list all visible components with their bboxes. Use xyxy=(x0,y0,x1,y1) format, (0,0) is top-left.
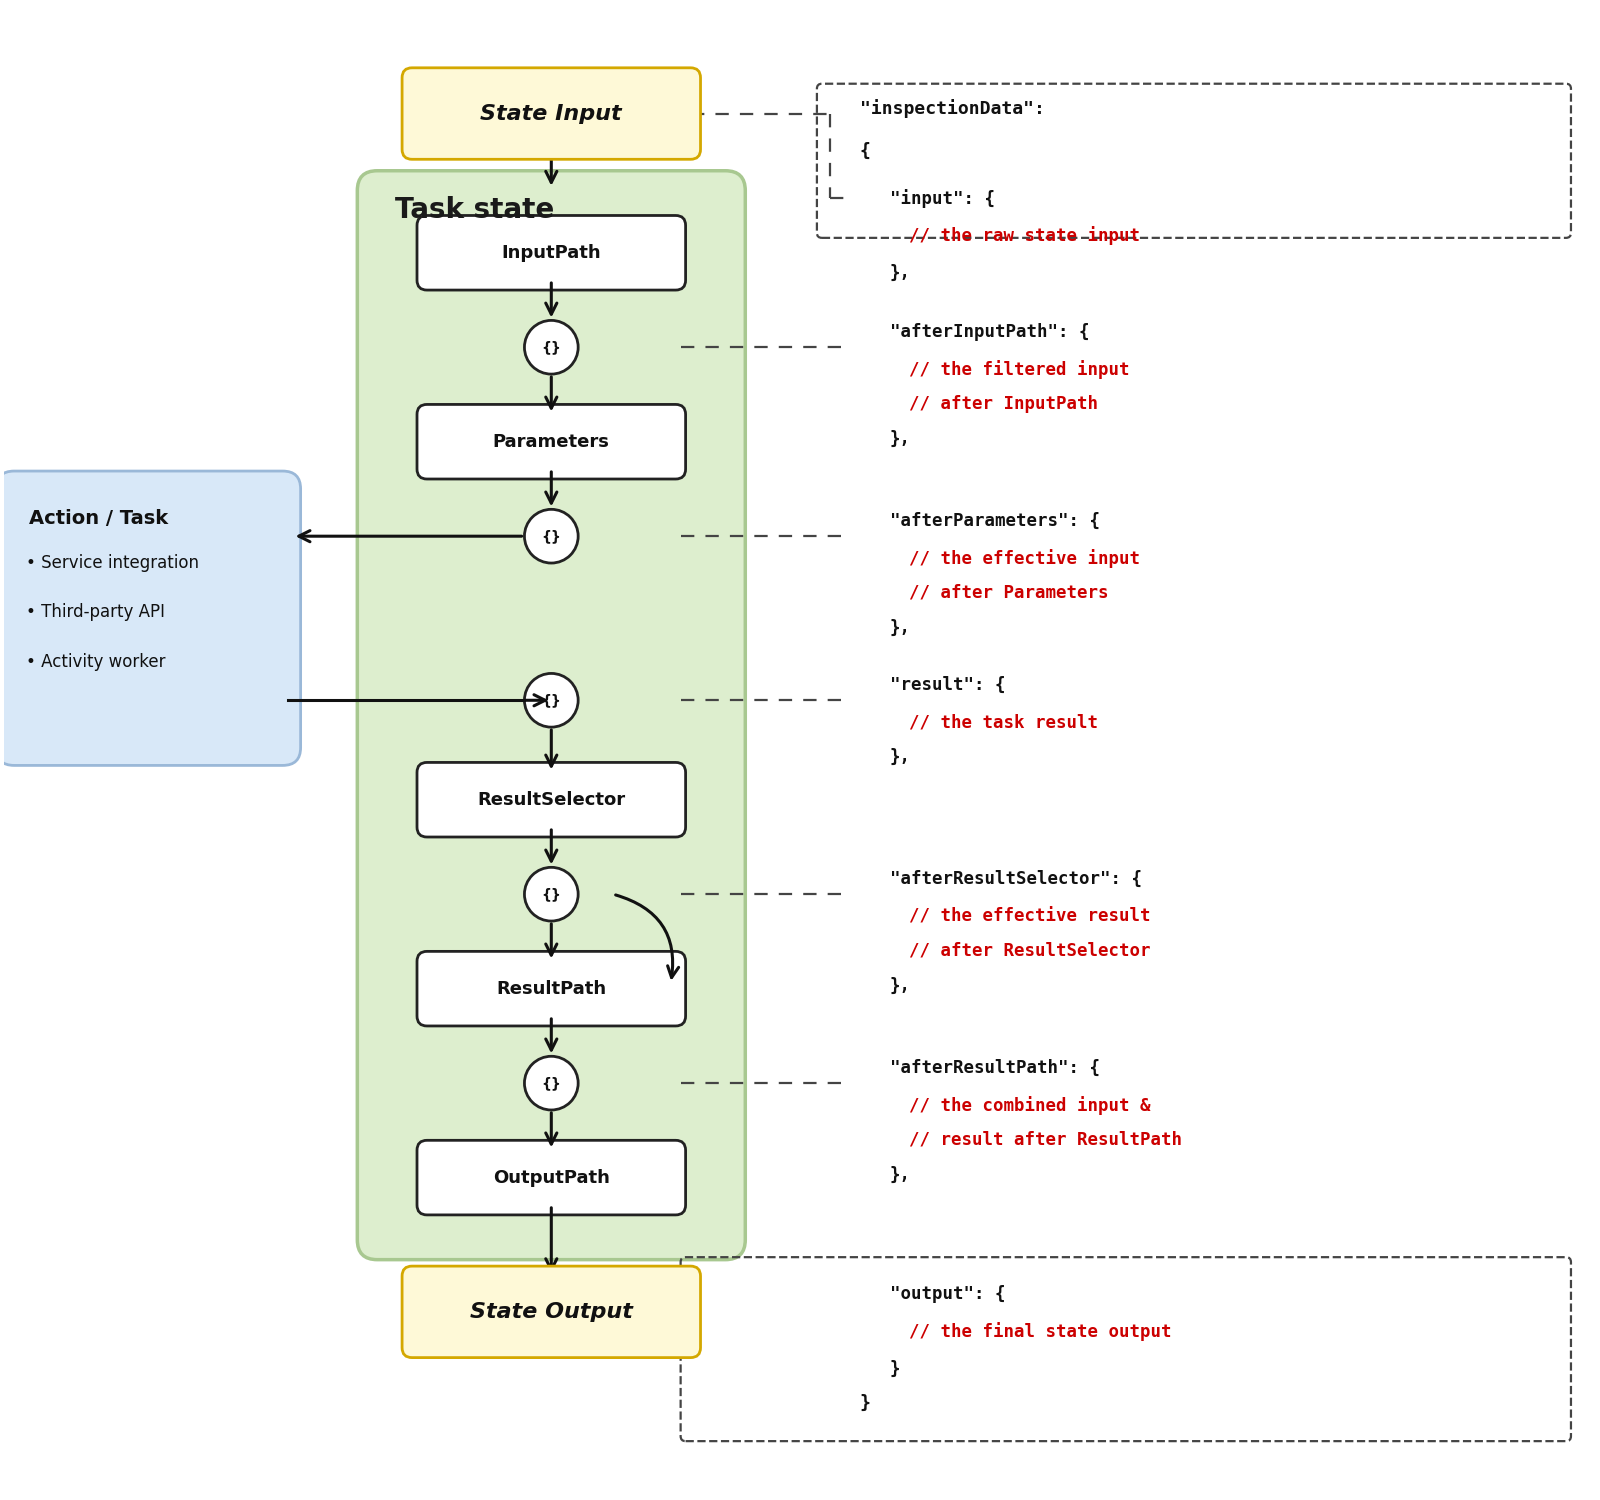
Text: "afterResultSelector": {: "afterResultSelector": { xyxy=(890,870,1141,888)
Text: "output": {: "output": { xyxy=(890,1286,1005,1304)
Text: },: }, xyxy=(890,976,910,994)
Circle shape xyxy=(525,867,578,921)
FancyBboxPatch shape xyxy=(418,762,685,837)
Text: }: } xyxy=(890,1359,901,1377)
Text: {}: {} xyxy=(541,1076,562,1090)
FancyBboxPatch shape xyxy=(402,1266,701,1358)
Text: "afterInputPath": {: "afterInputPath": { xyxy=(890,324,1090,342)
Text: Parameters: Parameters xyxy=(493,432,610,450)
FancyBboxPatch shape xyxy=(357,171,746,1260)
Text: // the effective input: // the effective input xyxy=(909,549,1141,567)
Text: {}: {} xyxy=(541,340,562,354)
Text: // the effective result: // the effective result xyxy=(909,908,1150,926)
Text: "afterResultPath": {: "afterResultPath": { xyxy=(890,1059,1099,1077)
Text: "input": {: "input": { xyxy=(890,189,995,207)
Text: // after ResultSelector: // after ResultSelector xyxy=(909,942,1150,960)
Text: },: }, xyxy=(890,1166,910,1184)
FancyBboxPatch shape xyxy=(0,471,301,765)
Text: Task state: Task state xyxy=(395,195,554,223)
FancyBboxPatch shape xyxy=(418,405,685,478)
Text: // the filtered input: // the filtered input xyxy=(909,360,1130,378)
Text: State Output: State Output xyxy=(470,1302,632,1322)
Circle shape xyxy=(525,674,578,728)
Text: },: }, xyxy=(890,429,910,447)
Text: • Third-party API: • Third-party API xyxy=(26,603,165,621)
Text: OutputPath: OutputPath xyxy=(493,1168,610,1186)
Text: {}: {} xyxy=(541,530,562,543)
Text: InputPath: InputPath xyxy=(501,244,602,262)
FancyBboxPatch shape xyxy=(418,1140,685,1215)
Text: • Service integration: • Service integration xyxy=(26,554,198,572)
Text: // the combined input &: // the combined input & xyxy=(909,1095,1150,1114)
Text: {}: {} xyxy=(541,886,562,902)
Text: // the raw state input: // the raw state input xyxy=(909,226,1141,246)
Text: • Activity worker: • Activity worker xyxy=(26,652,165,670)
Text: "inspectionData":: "inspectionData": xyxy=(859,99,1045,118)
FancyBboxPatch shape xyxy=(402,68,701,159)
Text: }: } xyxy=(859,1395,870,1413)
Text: ResultPath: ResultPath xyxy=(496,980,606,998)
FancyBboxPatch shape xyxy=(418,951,685,1026)
Text: // after InputPath: // after InputPath xyxy=(909,394,1099,412)
Text: },: }, xyxy=(890,264,910,282)
Circle shape xyxy=(525,510,578,562)
Text: Action / Task: Action / Task xyxy=(29,509,168,528)
Text: State Input: State Input xyxy=(480,104,622,123)
Text: },: }, xyxy=(890,618,910,636)
Circle shape xyxy=(525,321,578,374)
FancyBboxPatch shape xyxy=(418,216,685,290)
Text: // after Parameters: // after Parameters xyxy=(909,584,1109,602)
Text: "afterParameters": {: "afterParameters": { xyxy=(890,513,1099,531)
Text: {}: {} xyxy=(541,693,562,708)
Text: {: { xyxy=(859,142,870,160)
Text: ResultSelector: ResultSelector xyxy=(477,790,626,808)
Text: // the final state output: // the final state output xyxy=(909,1323,1171,1341)
Text: "result": {: "result": { xyxy=(890,676,1005,694)
Circle shape xyxy=(525,1056,578,1110)
Text: },: }, xyxy=(890,748,910,766)
Text: // result after ResultPath: // result after ResultPath xyxy=(909,1131,1182,1149)
Text: // the task result: // the task result xyxy=(909,712,1099,730)
